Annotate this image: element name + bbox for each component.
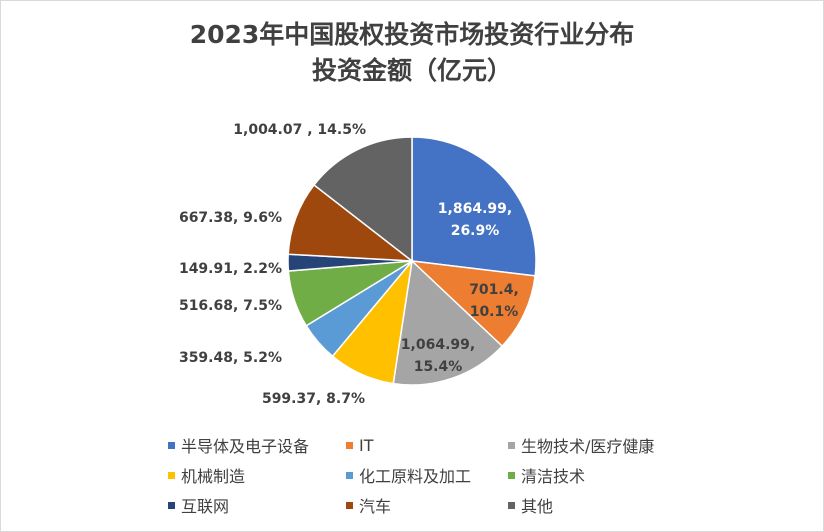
data-label-8: 1,004.07 , 14.5% [233, 122, 366, 138]
legend-label: 机械制造 [181, 467, 246, 486]
legend-item-7: 汽车 [346, 493, 391, 517]
chart-subtitle: 投资金额（亿元） [311, 56, 512, 85]
legend-swatch [168, 501, 175, 509]
legend-swatch [346, 471, 353, 479]
legend-label: IT [359, 435, 374, 455]
legend-label: 化工原料及加工 [359, 467, 472, 486]
legend-item-6: 互联网 [168, 493, 229, 517]
pie-slice-1 [409, 259, 536, 348]
legend-swatch [168, 471, 175, 479]
legend-label: 生物技术/医疗健康 [521, 437, 655, 456]
pie-slice-7 [287, 183, 415, 262]
pie-slice-0 [411, 136, 537, 277]
chart-title: 2023年中国股权投资市场投资行业分布 [189, 20, 635, 49]
legend-item-8: 其他 [508, 493, 553, 517]
legend-label: 汽车 [359, 497, 392, 516]
legend-item-4: 化工原料及加工 [346, 463, 471, 487]
pie-slice-8 [313, 136, 413, 263]
legend-label: 互联网 [181, 497, 230, 516]
legend-swatch [508, 471, 515, 479]
data-label-2: 1,064.99, 15.4% [401, 337, 475, 375]
legend-label: 其他 [521, 497, 554, 516]
data-label-1: 701.4, 10.1% [469, 282, 519, 320]
data-label-7: 667.38, 9.6% [179, 210, 282, 226]
data-label-3: 599.37, 8.7% [262, 391, 365, 407]
data-label-5: 516.68, 7.5% [179, 298, 282, 314]
legend-item-2: 生物技术/医疗健康 [508, 433, 654, 457]
legend-swatch [508, 501, 515, 509]
data-label-0: 1,864.99, 26.9% [438, 201, 512, 239]
legend-swatch [168, 441, 175, 449]
legend-swatch [508, 441, 515, 449]
legend-item-3: 机械制造 [168, 463, 245, 487]
legend-item-0: 半导体及电子设备 [168, 433, 309, 457]
pie-slice-2 [392, 259, 504, 386]
legend-label: 半导体及电子设备 [181, 437, 310, 456]
data-label-6: 149.91, 2.2% [179, 261, 282, 277]
legend-swatch [346, 441, 353, 449]
legend-swatch [346, 501, 353, 509]
legend-item-5: 清洁技术 [508, 463, 585, 487]
data-label-4: 359.48, 5.2% [179, 350, 282, 366]
legend-item-1: IT [346, 433, 374, 457]
legend-label: 清洁技术 [521, 467, 586, 486]
